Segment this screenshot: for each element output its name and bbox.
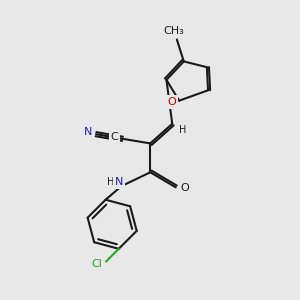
Text: H: H — [107, 177, 115, 187]
Text: H: H — [179, 125, 186, 135]
Text: O: O — [180, 184, 189, 194]
Text: O: O — [168, 97, 177, 107]
Text: N: N — [115, 177, 123, 187]
Text: CH₃: CH₃ — [163, 26, 184, 36]
Text: Cl: Cl — [91, 259, 102, 269]
Text: C: C — [111, 132, 119, 142]
Text: N: N — [84, 127, 92, 137]
